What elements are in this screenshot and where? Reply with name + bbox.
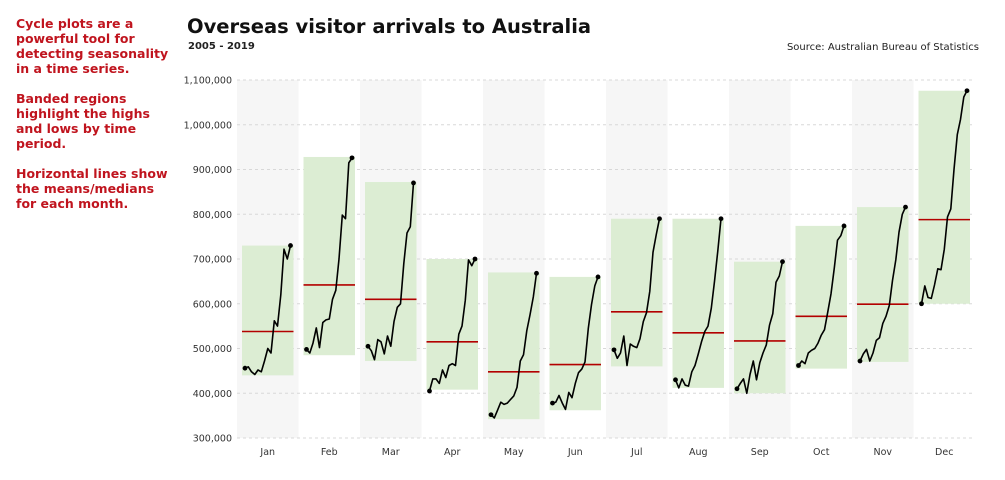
range-band [734, 261, 786, 394]
series-line [674, 218, 722, 389]
annotation-paragraph-1: Cycle plots are a powerful tool for dete… [16, 16, 169, 76]
x-tick-label: Jan [259, 447, 275, 458]
chart-source: Source: Australian Bureau of Statistics [786, 42, 979, 53]
start-point [673, 377, 678, 383]
series-line [305, 157, 353, 354]
series-line [920, 90, 968, 304]
series-line [244, 245, 292, 376]
range-band [918, 90, 970, 304]
x-tick-label: Mar [382, 447, 400, 458]
range-band [242, 245, 294, 376]
end-point [657, 216, 662, 222]
end-point [903, 204, 908, 210]
end-point [472, 256, 478, 262]
series-line [490, 273, 538, 419]
chart-subtitle: 2005 - 2019 [188, 41, 255, 52]
x-tick-label: Jun [567, 447, 583, 458]
series-line [428, 258, 476, 392]
chart-title: Overseas visitor arrivals to Australia [187, 15, 592, 38]
end-point [595, 274, 601, 280]
end-point [841, 223, 847, 229]
range-band [365, 182, 417, 362]
range-band [488, 272, 540, 420]
end-point [534, 270, 539, 276]
series-line [613, 218, 661, 367]
range-band [672, 218, 724, 388]
x-tick-label: Aug [689, 447, 708, 458]
range-band [857, 207, 909, 362]
annotation-text: Cycle plots are a powerful tool for dete… [16, 16, 176, 226]
x-tick-label: Nov [873, 447, 892, 458]
y-tick-label: 300,000 [193, 434, 232, 445]
end-point [288, 243, 293, 248]
x-tick-label: Jul [630, 447, 642, 458]
y-tick-label: 1,100,000 [184, 76, 232, 87]
start-point [488, 412, 494, 418]
x-tick-label: May [504, 447, 524, 458]
start-point [304, 346, 309, 352]
start-point [734, 386, 740, 392]
annotation-paragraph-3: Horizontal lines show the means/medians … [16, 166, 168, 211]
y-tick-label: 900,000 [193, 165, 232, 176]
start-point [857, 358, 863, 364]
y-tick-label: 1,000,000 [184, 120, 232, 131]
start-point [550, 400, 555, 406]
end-point [718, 216, 724, 222]
x-tick-label: Apr [444, 447, 461, 458]
x-tick-label: Sep [751, 447, 769, 458]
annotation-paragraph-2: Banded regions highlight the highs and l… [16, 91, 150, 151]
end-point [780, 259, 785, 265]
range-band [426, 259, 478, 390]
start-point [919, 301, 924, 307]
start-point [611, 347, 617, 353]
series-line [736, 261, 784, 395]
y-tick-label: 400,000 [193, 389, 232, 400]
end-point [411, 180, 416, 186]
y-tick-label: 700,000 [193, 255, 232, 266]
end-point [349, 155, 355, 161]
series-line [552, 276, 599, 411]
start-point [242, 365, 248, 371]
y-tick-label: 500,000 [193, 344, 232, 355]
y-tick-label: 800,000 [193, 210, 232, 221]
start-point [365, 343, 371, 349]
range-band [795, 225, 847, 369]
x-tick-label: Dec [935, 447, 953, 458]
x-tick-label: Feb [321, 447, 338, 458]
y-tick-label: 600,000 [193, 299, 232, 310]
x-tick-label: Oct [813, 447, 830, 458]
start-point [796, 363, 801, 368]
start-point [427, 388, 432, 394]
end-point [964, 88, 970, 94]
series-line [367, 182, 415, 361]
series-line [859, 206, 907, 362]
series-line [797, 225, 845, 366]
